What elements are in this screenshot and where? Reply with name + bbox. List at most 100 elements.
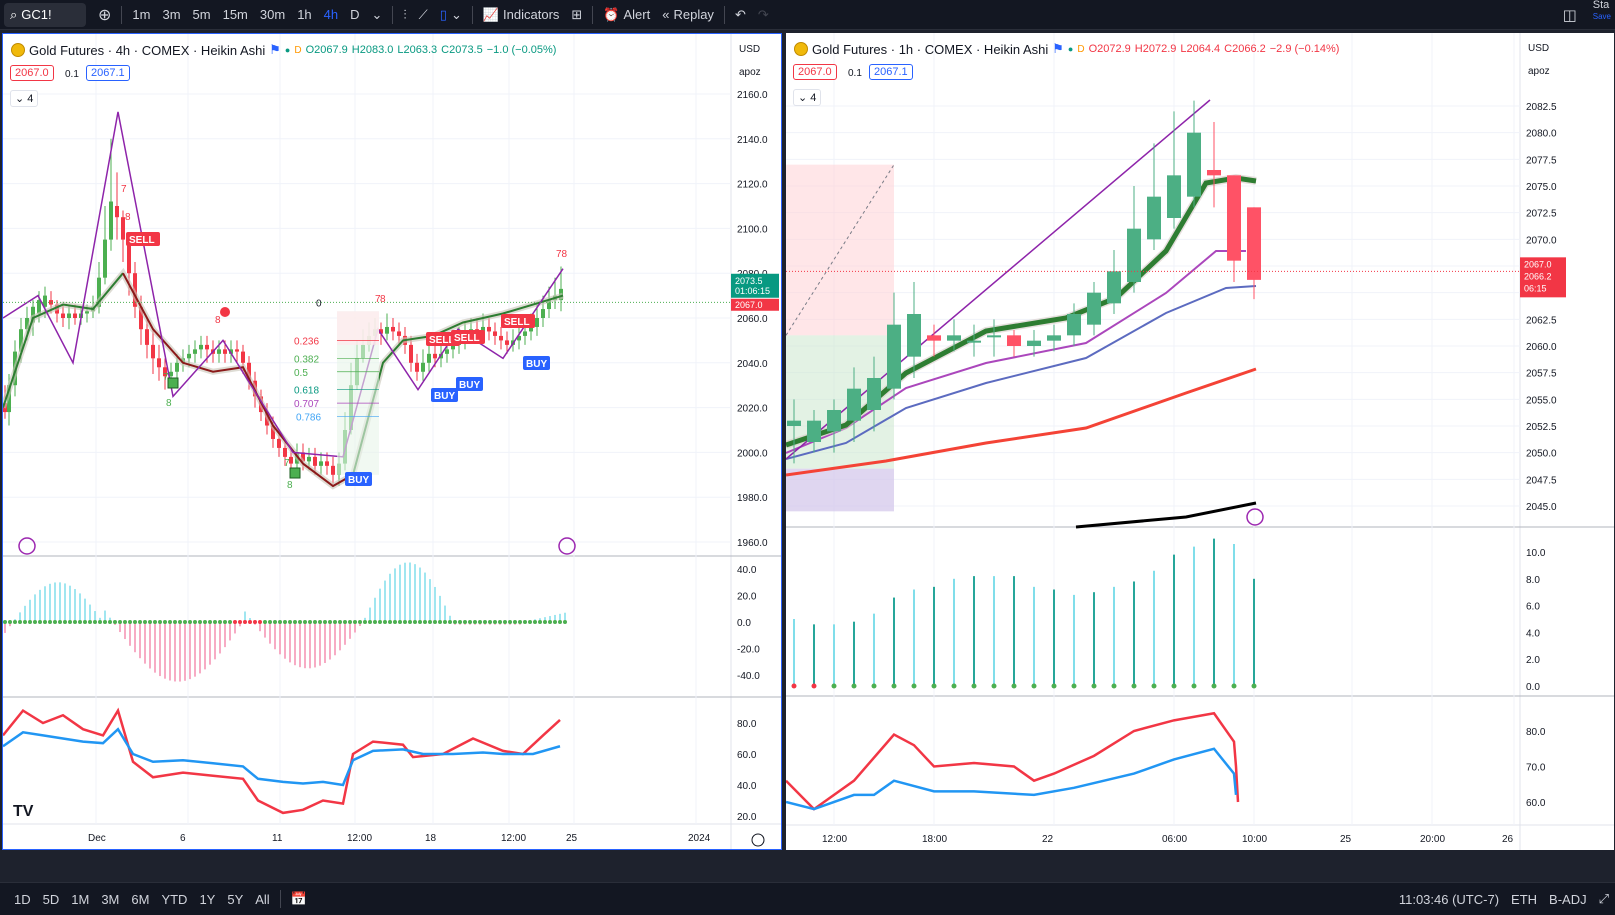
vol-tick-label: 0.0 — [1526, 682, 1540, 693]
alert-button[interactable]: ⏰ Alert — [597, 0, 656, 30]
osc-zero-dot — [248, 620, 252, 624]
interval-15m[interactable]: 15m — [222, 7, 248, 22]
compare-button[interactable]: ⟋ — [413, 0, 434, 30]
redo-button[interactable]: ↷ — [752, 0, 775, 30]
signal-circle-icon — [220, 307, 230, 317]
flag-icon[interactable]: ⚑ — [269, 42, 281, 57]
interval-1m[interactable]: 1m — [132, 7, 151, 22]
interval-30m[interactable]: 30m — [259, 7, 286, 22]
candle-body — [37, 300, 41, 314]
flag-icon[interactable]: ⚑ — [1052, 41, 1064, 56]
save-button[interactable]: Sta Save — [1583, 0, 1615, 30]
interval-dropdown[interactable]: ⌄ — [366, 0, 389, 30]
bars-style-button[interactable]: ⫶ — [397, 0, 412, 30]
candle-body — [517, 335, 521, 341]
goto-date-button[interactable]: 📅 — [285, 891, 313, 907]
osc-zero-dot — [408, 620, 412, 624]
range-6m[interactable]: 6M — [131, 891, 150, 907]
osc-zero-dot — [353, 620, 357, 624]
rewind-icon: « — [662, 7, 670, 22]
right-chart-pane[interactable]: 2082.5 2080.0 2077.5 2075.0 2072.5 2070.0 2067… — [786, 33, 1614, 850]
replay-button[interactable]: «Replay — [656, 0, 720, 30]
range-5y[interactable]: 5Y — [227, 891, 244, 907]
rsi-tick-label: 70.0 — [1526, 763, 1546, 774]
osc-zero-dot — [148, 620, 152, 624]
add-symbol-button[interactable]: ⊕ — [92, 0, 117, 30]
market-dot-icon: ● — [284, 45, 291, 55]
time-tick-label: 6 — [180, 833, 186, 844]
left-chart-canvas[interactable]: 2160.02140.02120.02100.02080.02060.02040… — [3, 34, 782, 850]
candle-body — [187, 353, 191, 359]
range-all[interactable]: All — [255, 891, 270, 907]
range-3m[interactable]: 3M — [101, 891, 120, 907]
right-currency-select[interactable]: USD — [1528, 43, 1550, 54]
left-scale-select[interactable]: apoz — [739, 67, 761, 78]
interval-1h[interactable]: 1h — [297, 7, 312, 22]
osc-zero-dot — [563, 620, 567, 624]
right-sell-price[interactable]: 2067.0 — [793, 64, 837, 80]
candle-body — [223, 349, 227, 354]
session-toggle[interactable]: ETH — [1511, 891, 1538, 907]
left-chart-pane[interactable]: 2160.02140.02120.02100.02080.02060.02040… — [2, 33, 782, 850]
osc-zero-dot — [263, 620, 267, 624]
interval-3m[interactable]: 3m — [162, 7, 181, 22]
chart-type-button[interactable]: ▯ ⌄ — [434, 0, 468, 30]
candle-body — [1007, 335, 1021, 346]
indicators-label: Indicators — [503, 7, 560, 22]
adjust-toggle[interactable]: B-ADJ — [1549, 891, 1587, 907]
right-chart-canvas[interactable]: 2082.5 2080.0 2077.5 2075.0 2072.5 2070.0 2067… — [786, 33, 1614, 850]
td-count-label: 7 — [121, 184, 127, 195]
left-sell-price[interactable]: 2067.0 — [10, 65, 54, 81]
right-legend: Gold Futures · 1h · COMEX · Heikin Ashi … — [794, 41, 1339, 57]
right-indicator-toggle[interactable]: ⌄ 4 — [793, 89, 822, 106]
right-title[interactable]: Gold Futures · 1h · COMEX · Heikin Ashi — [812, 41, 1049, 57]
range-ytd[interactable]: YTD — [161, 891, 188, 907]
osc-zero-dot — [488, 620, 492, 624]
price-tick-label: 2062.5 — [1526, 315, 1557, 326]
range-1d[interactable]: 1D — [14, 891, 31, 907]
candle-body — [391, 326, 395, 332]
osc-zero-dot — [203, 620, 207, 624]
td-count-label: 78 — [556, 249, 568, 260]
osc-zero-dot — [128, 620, 132, 624]
candle-body — [1247, 207, 1261, 280]
right-buy-price[interactable]: 2067.1 — [869, 64, 913, 80]
osc-zero-dot — [68, 620, 72, 624]
time-tick-label: 18 — [425, 833, 437, 844]
layout-icon: ◫ — [1562, 6, 1577, 24]
indicators-button[interactable]: 📈 Indicators — [477, 0, 566, 30]
extra-zone — [786, 468, 894, 512]
osc-zero-dot — [278, 620, 282, 624]
interval-D[interactable]: D — [350, 7, 360, 22]
osc-zero-dot — [143, 620, 147, 624]
range-1y[interactable]: 1Y — [199, 891, 216, 907]
range-1m[interactable]: 1M — [71, 891, 90, 907]
osc-zero-dot — [498, 620, 502, 624]
right-scale-select[interactable]: apoz — [1528, 66, 1550, 77]
time-tick-label: 25 — [1340, 834, 1352, 845]
price-tag: 2067.0 — [1524, 259, 1552, 269]
osc-zero-dot — [458, 620, 462, 624]
range-5d[interactable]: 5D — [42, 891, 60, 907]
layout-button[interactable]: ◫ — [1557, 0, 1583, 30]
osc-zero-dot — [363, 620, 367, 624]
symbol-search[interactable]: ⌕ GC1! — [4, 2, 86, 27]
countdown-tag: 06:15 — [1524, 283, 1547, 293]
left-currency-select[interactable]: USD — [739, 44, 761, 55]
interval-5m[interactable]: 5m — [192, 7, 211, 22]
plus-circle-icon: ⊕ — [98, 6, 112, 24]
td-count-label: 8 — [215, 315, 221, 326]
templates-button[interactable]: ⊞ — [565, 0, 588, 30]
left-buy-price[interactable]: 2067.1 — [86, 65, 130, 81]
clock[interactable]: 11:03:46 (UTC-7) — [1398, 891, 1500, 907]
divider — [279, 890, 281, 908]
left-indicator-toggle[interactable]: ⌄ 4 — [10, 90, 39, 107]
undo-button[interactable]: ↶ — [729, 0, 752, 30]
osc-zero-dot — [493, 620, 497, 624]
candle-body — [127, 239, 131, 274]
maximize-button[interactable]: ⤢ — [1593, 891, 1615, 907]
countdown-tag: 01:06:15 — [735, 286, 770, 296]
interval-4h[interactable]: 4h — [323, 7, 339, 22]
volume-dot — [1051, 683, 1057, 689]
left-title[interactable]: Gold Futures · 4h · COMEX · Heikin Ashi — [29, 42, 266, 58]
